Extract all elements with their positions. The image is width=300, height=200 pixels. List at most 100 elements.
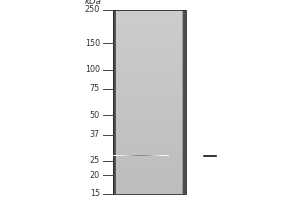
Text: kDa: kDa — [85, 0, 102, 6]
Bar — [112, 119, 186, 120]
Bar — [112, 95, 186, 96]
Bar — [185, 10, 186, 194]
Bar — [112, 28, 186, 29]
Bar — [112, 171, 186, 172]
Bar — [112, 144, 186, 145]
Bar — [112, 42, 186, 43]
Bar — [182, 10, 186, 194]
Bar — [112, 10, 114, 194]
Bar — [112, 67, 186, 68]
Bar — [112, 193, 186, 194]
Bar — [112, 106, 186, 108]
Bar — [112, 133, 186, 134]
Bar — [112, 73, 186, 74]
Bar — [112, 24, 186, 25]
Bar — [112, 125, 186, 126]
Bar — [112, 58, 186, 59]
Bar — [112, 45, 186, 46]
Bar — [183, 10, 186, 194]
Bar — [112, 172, 186, 173]
Bar — [112, 39, 186, 40]
Bar — [112, 72, 186, 73]
Bar — [112, 175, 186, 177]
Bar — [112, 97, 186, 98]
Bar — [112, 149, 186, 150]
Bar — [112, 82, 186, 83]
Bar — [112, 10, 186, 194]
Bar — [112, 132, 186, 133]
Bar — [112, 135, 186, 136]
Bar — [112, 128, 186, 130]
Bar — [112, 10, 114, 194]
Bar — [185, 10, 186, 194]
Bar — [112, 10, 116, 194]
Bar — [183, 10, 186, 194]
Bar — [112, 44, 186, 45]
Bar — [112, 10, 115, 194]
Bar — [112, 105, 186, 107]
Text: 25: 25 — [90, 156, 100, 165]
Bar — [112, 151, 186, 152]
Bar — [112, 170, 186, 171]
Bar — [112, 174, 186, 176]
Bar — [112, 101, 186, 102]
Bar — [112, 103, 186, 104]
Bar — [112, 33, 186, 34]
Bar — [112, 134, 186, 135]
Bar — [112, 155, 186, 156]
Bar — [112, 75, 186, 76]
Bar — [112, 90, 186, 91]
Bar — [112, 10, 113, 194]
Bar — [112, 70, 186, 71]
Bar — [112, 108, 186, 109]
Bar — [112, 96, 186, 97]
Bar — [112, 52, 186, 53]
Bar — [112, 10, 114, 194]
Text: 75: 75 — [90, 84, 100, 93]
Bar — [112, 88, 186, 89]
Bar — [112, 161, 186, 162]
Bar — [185, 10, 186, 194]
Bar — [112, 104, 186, 105]
Bar — [112, 140, 186, 142]
Bar — [184, 10, 186, 194]
Bar — [112, 10, 114, 194]
Bar — [112, 10, 116, 194]
Bar — [112, 188, 186, 189]
Bar — [112, 10, 115, 194]
Bar — [112, 10, 115, 194]
Bar — [112, 80, 186, 81]
Bar — [112, 113, 186, 114]
Bar — [112, 54, 186, 55]
Bar — [112, 77, 186, 78]
Text: 37: 37 — [90, 130, 100, 139]
Bar — [112, 10, 113, 194]
Text: 15: 15 — [90, 190, 100, 198]
Bar — [112, 184, 186, 185]
Bar — [185, 10, 186, 194]
Bar — [112, 167, 186, 168]
Bar — [112, 91, 186, 92]
Bar — [112, 37, 186, 39]
Bar — [112, 111, 186, 112]
Bar — [112, 99, 186, 100]
Bar — [112, 13, 186, 14]
Bar — [112, 29, 186, 30]
Bar — [184, 10, 186, 194]
Bar — [112, 145, 186, 146]
Bar — [112, 22, 186, 23]
Bar — [112, 59, 186, 61]
Bar — [112, 136, 186, 137]
Bar — [112, 163, 186, 165]
Bar — [112, 120, 186, 121]
Bar — [112, 32, 186, 33]
Bar — [112, 124, 186, 125]
Bar — [112, 64, 186, 65]
Bar — [112, 46, 186, 47]
Bar — [112, 163, 186, 164]
Bar — [112, 126, 186, 127]
Bar — [112, 139, 186, 140]
Bar — [112, 147, 186, 148]
Bar — [112, 138, 186, 139]
Text: 50: 50 — [90, 111, 100, 120]
